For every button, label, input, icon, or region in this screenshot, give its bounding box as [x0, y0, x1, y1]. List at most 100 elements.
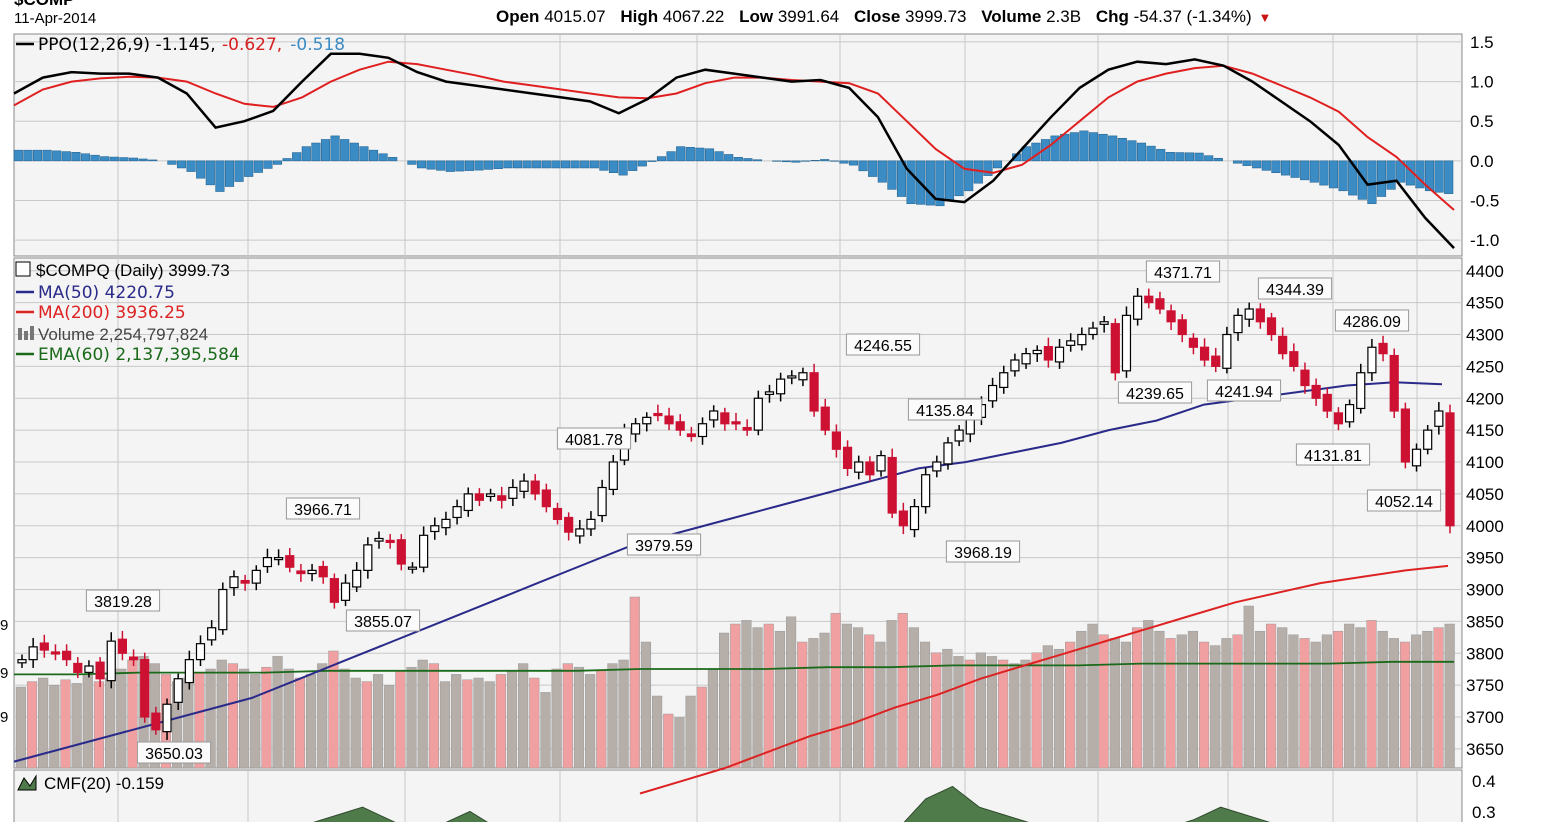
ppo-histogram-bar: [1434, 160, 1444, 193]
annotation-label: 4239.65: [1126, 386, 1184, 403]
candle-body: [1144, 295, 1154, 304]
volume-bar: [294, 677, 305, 769]
ppo-histogram-bar: [359, 146, 369, 162]
ma50-legend: MA(50) 4220.75: [16, 283, 175, 303]
ppo-histogram-bar: [80, 153, 91, 162]
ppo-histogram-bar: [100, 156, 110, 162]
price-annotation: 4241.94: [1206, 379, 1282, 402]
candle-body: [686, 433, 696, 438]
candle-body: [218, 588, 228, 631]
ppo-histogram-bar: [570, 160, 580, 169]
volume-bar: [216, 659, 227, 769]
ppo-histogram-bar: [282, 158, 292, 162]
candle-body: [1043, 346, 1053, 361]
ppo-histogram-bar: [138, 158, 148, 162]
annotation-box: [85, 589, 161, 612]
volume-bar: [428, 663, 439, 769]
candle-body: [831, 431, 842, 450]
candle-body: [106, 640, 116, 682]
ppo-histogram-bar: [311, 142, 321, 162]
chg-label: Chg: [1095, 7, 1129, 26]
candle-body: [887, 456, 897, 514]
volume-bar: [540, 692, 551, 769]
candle-body: [1266, 317, 1277, 336]
candle-body: [117, 638, 128, 654]
candle-body: [385, 539, 395, 544]
candle-body: [697, 423, 708, 438]
candle-body: [1333, 412, 1344, 425]
ppo-histogram-bar: [647, 160, 657, 162]
ppo-histogram-bar: [685, 147, 695, 162]
volume-bar: [105, 677, 116, 769]
price-annotations: 3819.28 3650.03 3966.71 3855.07 4081.78 3979.…: [85, 260, 1442, 764]
volume-bar: [864, 634, 875, 769]
candle-body: [508, 486, 518, 499]
candle-body: [865, 461, 875, 476]
volume-bar: [1221, 638, 1232, 769]
price-annotation: 4135.84: [907, 398, 983, 421]
candle-body: [485, 493, 496, 498]
volume-bar: [919, 641, 931, 769]
volume-bar: [495, 674, 506, 769]
candle-body: [1188, 337, 1199, 348]
volume-bar: [875, 641, 886, 769]
annotation-box: [945, 540, 1021, 563]
annotation-label: 3819.28: [94, 594, 152, 611]
ppo-histogram-bar: [445, 160, 455, 172]
ppo-histogram-bar: [839, 160, 849, 164]
candle-body: [162, 703, 172, 733]
close-label: Close: [854, 7, 901, 26]
candle-body: [898, 510, 908, 527]
volume-bar: [1199, 641, 1210, 769]
ppo-histogram-bar: [253, 160, 263, 173]
candle-body: [128, 656, 139, 661]
volume-bar: [852, 627, 864, 769]
candle-body: [296, 570, 306, 575]
ppo-histogram-bar: [868, 160, 878, 177]
ppo-histogram-bar: [925, 160, 935, 206]
volume-bar: [439, 681, 451, 769]
price-tick-label: 4250: [1466, 357, 1504, 376]
price-annotation: 3855.07: [345, 609, 421, 632]
candle-body: [1110, 323, 1120, 374]
volume-legend-bar-icon: [24, 331, 28, 340]
ppo-histogram-bar: [733, 157, 743, 162]
ppo-histogram-bar: [320, 139, 331, 162]
candle-body: [1278, 335, 1288, 355]
ppo-histogram-bar: [301, 146, 311, 162]
price-annotation: 3968.19: [945, 540, 1021, 563]
ppo-histogram-bar: [1252, 160, 1262, 169]
candle-body: [1423, 429, 1433, 450]
volume-legend-bar-icon: [30, 326, 34, 340]
volume-bar: [808, 638, 819, 769]
price-tick-label: 4200: [1466, 389, 1504, 408]
legend-text: EMA(60) 2,137,395,584: [38, 345, 240, 365]
y-axes: 1.5 1.0 0.5 0.0 -0.5 -1.0 4400 4350 4300 4250 4200…: [0, 33, 1504, 822]
volume-bar: [1366, 620, 1377, 769]
volume-bar: [1243, 605, 1254, 769]
cmf-legend: CMF(20) -0.159: [17, 774, 164, 793]
ppo-histogram-bar: [522, 160, 532, 169]
ppo-histogram-bar: [695, 147, 705, 162]
annotation-box: [1334, 309, 1410, 332]
ppo-histogram-bar: [1040, 139, 1051, 162]
volume-bar: [261, 666, 272, 769]
ppo-histogram-bar: [1357, 160, 1367, 200]
candle-body: [1244, 308, 1254, 320]
ppo-histogram-bar: [781, 160, 791, 163]
ppo-histogram-bar: [205, 160, 215, 186]
volume-bar: [607, 663, 618, 769]
ppo-histogram-bar: [1405, 160, 1415, 186]
annotation-label: 4371.71: [1154, 265, 1212, 282]
volume-bar: [1109, 638, 1120, 769]
price-tick-label: 4050: [1466, 485, 1504, 504]
annotation-label: 3650.03: [145, 746, 203, 763]
cmf-area: [313, 785, 1271, 822]
legend-text: -0.518: [290, 35, 345, 55]
ppo-histogram-bar: [532, 160, 542, 169]
price-tick-label: 4350: [1466, 294, 1504, 313]
volume-legend: Volume 2,254,797,824: [18, 325, 208, 344]
volume-bar: [1120, 641, 1132, 769]
volume-bar: [1399, 641, 1411, 769]
